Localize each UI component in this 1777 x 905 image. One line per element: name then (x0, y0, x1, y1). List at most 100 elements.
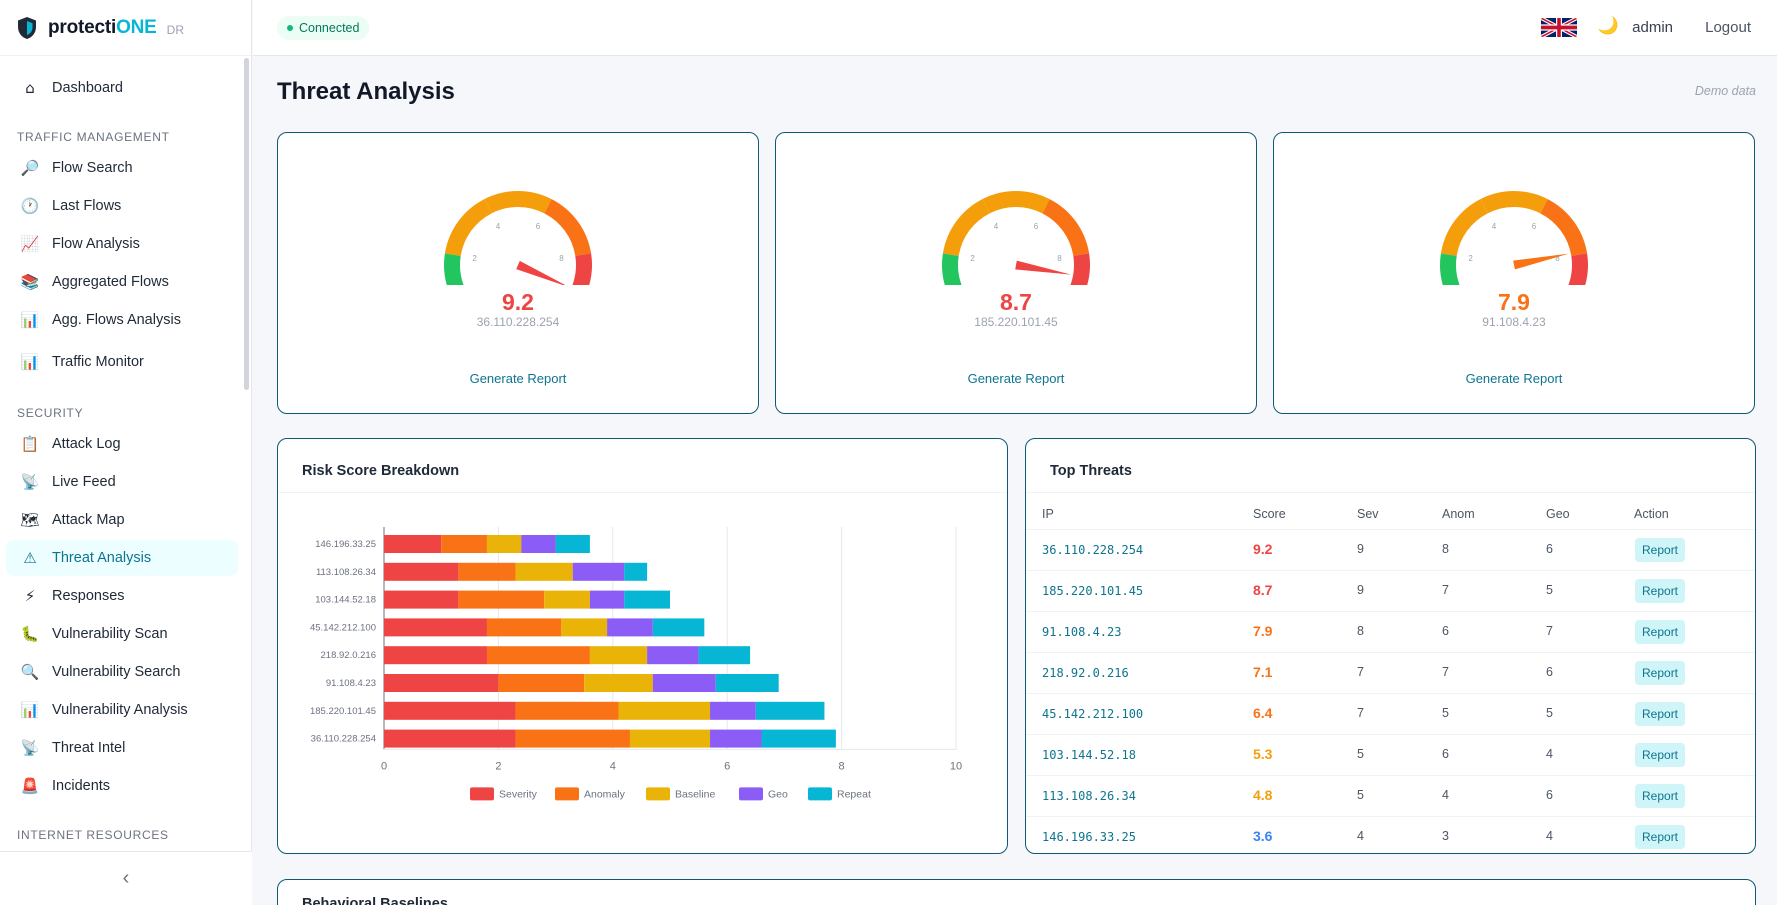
bar-segment[interactable] (384, 701, 516, 720)
table-row: 218.92.0.216 7.1 7 7 6 Report (1026, 652, 1755, 693)
gauge-ip: 36.110.228.254 (476, 315, 560, 329)
sidebar-item-incidents[interactable]: 🚨 Incidents (6, 768, 238, 804)
bar-segment[interactable] (515, 729, 630, 748)
bar-segment[interactable] (555, 535, 590, 553)
gauge-value: 9.2 (502, 289, 534, 315)
column-header[interactable]: IP (1042, 507, 1054, 521)
sidebar-item-live-feed[interactable]: 📡 Live Feed (6, 464, 238, 500)
sidebar-item-vulnerability-search[interactable]: 🔍 Vulnerability Search (6, 654, 238, 690)
sidebar-item-vulnerability-analysis[interactable]: 📊 Vulnerability Analysis (6, 692, 238, 728)
legend-label[interactable]: Severity (499, 788, 538, 800)
x-tick-label: 2 (495, 760, 501, 772)
report-button[interactable]: Report (1635, 579, 1686, 603)
report-button[interactable]: Report (1635, 702, 1686, 726)
sidebar-item-threat-analysis[interactable]: ⚠ Threat Analysis (6, 540, 238, 576)
sidebar-item-aggregated-flows[interactable]: 📚 Aggregated Flows (6, 264, 238, 300)
bar-segment[interactable] (384, 535, 442, 553)
gauge-band (544, 199, 592, 257)
bar-segment[interactable] (715, 674, 779, 692)
sidebar-item-last-flows[interactable]: 🕐 Last Flows (6, 188, 238, 224)
bar-segment[interactable] (384, 590, 459, 609)
bar-segment[interactable] (486, 618, 562, 637)
column-header[interactable]: Score (1253, 507, 1286, 521)
bar-segment[interactable] (618, 701, 711, 720)
report-button[interactable]: Report (1635, 538, 1686, 562)
sidebar-item-attack-log[interactable]: 📋 Attack Log (6, 426, 238, 462)
sidebar-item-dashboard[interactable]: ⌂ Dashboard (6, 70, 238, 106)
uk-flag-icon[interactable] (1541, 18, 1577, 37)
bar-segment[interactable] (515, 562, 573, 581)
bar-segment[interactable] (384, 618, 487, 637)
generate-report-link[interactable]: Generate Report (967, 371, 1065, 386)
bar-segment[interactable] (761, 729, 836, 748)
bar-segment[interactable] (384, 674, 499, 692)
bar-segment[interactable] (521, 535, 556, 553)
legend-label[interactable]: Baseline (675, 788, 715, 800)
report-button[interactable]: Report (1635, 784, 1686, 808)
legend-swatch[interactable] (646, 787, 670, 801)
legend-label[interactable]: Repeat (837, 788, 871, 800)
sidebar-item-attack-map[interactable]: 🗺 Attack Map (6, 502, 238, 538)
sidebar-item-flow-search[interactable]: 🔎 Flow Search (6, 150, 238, 186)
sidebar-item-label: Flow Analysis (52, 236, 140, 252)
bar-segment[interactable] (624, 562, 648, 581)
bar-segment[interactable] (589, 590, 625, 609)
bar-segment[interactable] (584, 674, 653, 692)
sidebar-collapse-button[interactable]: ‹ (0, 851, 252, 905)
bar-segment[interactable] (384, 729, 516, 748)
bar-segment[interactable] (544, 590, 590, 609)
bar-segment[interactable] (698, 646, 751, 665)
bar-segment[interactable] (441, 535, 487, 553)
bar-segment[interactable] (589, 646, 648, 665)
bar-segment[interactable] (624, 590, 670, 609)
column-header[interactable]: Anom (1442, 507, 1475, 521)
generate-report-link[interactable]: Generate Report (469, 371, 567, 386)
bar-segment[interactable] (458, 590, 545, 609)
column-header[interactable]: Geo (1546, 507, 1570, 521)
sidebar-scrollbar[interactable] (244, 58, 249, 390)
bar-segment[interactable] (458, 562, 516, 581)
report-button[interactable]: Report (1635, 661, 1686, 685)
sidebar-item-vulnerability-scan[interactable]: 🐛 Vulnerability Scan (6, 616, 238, 652)
sidebar-item-flow-analysis[interactable]: 📈 Flow Analysis (6, 226, 238, 262)
logout-link[interactable]: Logout (1705, 19, 1751, 36)
sev-cell: 5 (1357, 747, 1364, 761)
bar-segment[interactable] (629, 729, 711, 748)
bar-segment[interactable] (486, 535, 522, 553)
bar-segment[interactable] (710, 729, 762, 748)
bar-segment[interactable] (652, 618, 705, 637)
report-button[interactable]: Report (1635, 620, 1686, 644)
bar-segment[interactable] (384, 646, 487, 665)
sidebar-item-traffic-monitor[interactable]: 📊 Traffic Monitor (6, 344, 238, 380)
column-header[interactable]: Action (1634, 507, 1669, 521)
legend-label[interactable]: Geo (768, 788, 788, 800)
column-header[interactable]: Sev (1357, 507, 1379, 521)
bar-segment[interactable] (561, 618, 608, 637)
bar-segment[interactable] (755, 701, 825, 720)
bar-segment[interactable] (515, 701, 619, 720)
bar-segment[interactable] (607, 618, 653, 637)
report-button[interactable]: Report (1635, 825, 1686, 849)
legend-swatch[interactable] (739, 787, 763, 801)
legend-swatch[interactable] (470, 787, 494, 801)
moon-icon[interactable]: 🌙 (1597, 16, 1619, 36)
bar-segment[interactable] (710, 701, 756, 720)
bar-segment[interactable] (647, 646, 699, 665)
legend-swatch[interactable] (808, 787, 832, 801)
y-tick-label: 185.220.101.45 (310, 706, 376, 717)
brand[interactable]: protectiONE DR (0, 0, 251, 56)
legend-label[interactable]: Anomaly (584, 788, 626, 800)
sidebar-item-responses[interactable]: ⚡ Responses (6, 578, 238, 614)
bar-segment[interactable] (486, 646, 590, 665)
report-button[interactable]: Report (1635, 743, 1686, 767)
bar-segment[interactable] (384, 562, 459, 581)
legend-swatch[interactable] (555, 787, 579, 801)
score-cell: 3.6 (1253, 828, 1273, 844)
sidebar-item-threat-intel[interactable]: 📡 Threat Intel (6, 730, 238, 766)
status-dot-icon (287, 25, 293, 31)
bar-segment[interactable] (572, 562, 625, 581)
generate-report-link[interactable]: Generate Report (1465, 371, 1563, 386)
bar-segment[interactable] (498, 674, 585, 692)
bar-segment[interactable] (652, 674, 716, 692)
sidebar-item-agg-flows-analysis[interactable]: 📊 Agg. Flows Analysis (6, 302, 238, 338)
